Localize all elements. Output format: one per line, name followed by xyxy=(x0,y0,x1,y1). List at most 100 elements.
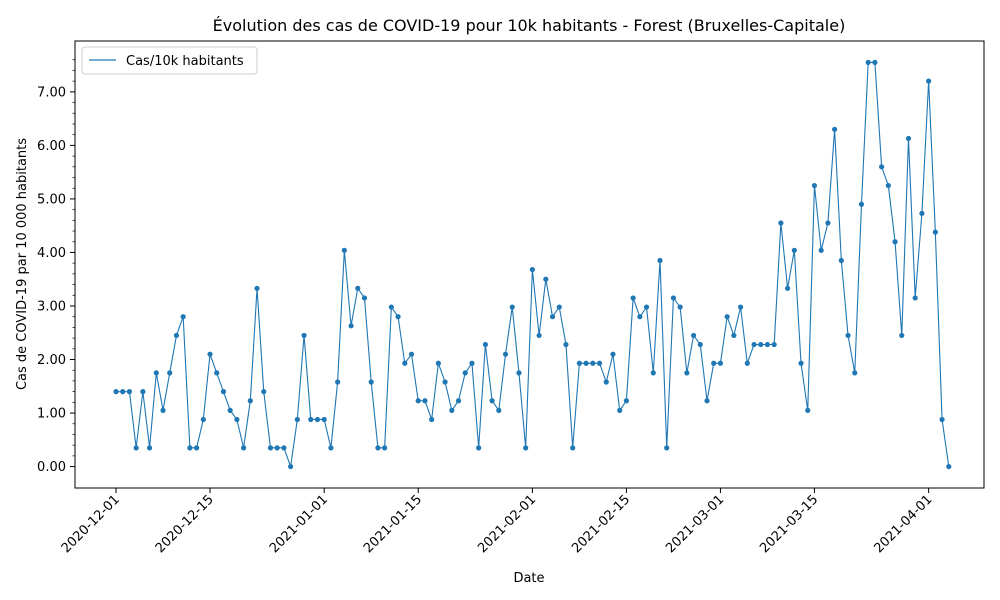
data-point xyxy=(892,239,898,245)
y-axis: 0.00 1.00 2.00 3.00 4.00 5.00 6.00 7.00 xyxy=(37,59,75,475)
data-point xyxy=(361,295,368,301)
plot-area xyxy=(74,40,985,489)
x-tick-label: 2020-12-15 xyxy=(153,492,217,556)
data-point xyxy=(422,398,428,404)
data-point xyxy=(785,285,791,291)
data-point xyxy=(657,257,663,264)
data-point xyxy=(126,389,133,395)
data-point xyxy=(523,445,529,451)
data-point xyxy=(200,416,206,423)
y-tick-label: 2.00 xyxy=(37,353,66,368)
data-point xyxy=(476,445,482,451)
data-point xyxy=(610,351,616,357)
x-tick-label: 2021-04-01 xyxy=(871,492,935,556)
data-point xyxy=(549,314,556,320)
legend-label: Cas/10k habitants xyxy=(126,54,244,69)
y-tick-label: 1.00 xyxy=(37,407,66,422)
y-tick-label: 3.00 xyxy=(37,299,66,314)
data-point xyxy=(120,389,126,395)
data-point xyxy=(637,314,643,320)
y-tick-label: 5.00 xyxy=(37,192,66,207)
data-point xyxy=(596,360,603,366)
data-point xyxy=(717,360,724,366)
data-point xyxy=(603,379,609,385)
data-point xyxy=(704,398,710,404)
data-point xyxy=(482,341,488,348)
data-point xyxy=(234,416,240,423)
legend-box xyxy=(81,46,258,75)
data-point xyxy=(798,360,804,366)
x-tick-label: 2021-01-01 xyxy=(267,492,331,556)
data-point xyxy=(254,285,260,291)
data-point xyxy=(140,389,146,395)
data-point xyxy=(764,341,771,348)
data-point xyxy=(751,341,757,348)
data-point xyxy=(402,360,408,366)
data-point xyxy=(328,445,334,451)
data-point xyxy=(697,341,703,348)
data-point xyxy=(852,370,858,376)
data-point xyxy=(274,445,280,451)
data-point xyxy=(583,360,589,366)
data-point xyxy=(408,351,415,357)
data-point xyxy=(778,220,784,226)
data-point xyxy=(382,445,388,451)
data-point xyxy=(462,370,468,376)
data-point xyxy=(643,304,650,310)
data-point xyxy=(455,398,462,404)
data-point xyxy=(737,304,744,310)
data-point xyxy=(489,398,495,404)
data-point xyxy=(449,407,455,413)
x-axis: 2020-12-01 2020-12-15 2021-01-01 2021-01-15… xyxy=(59,488,935,556)
data-point xyxy=(879,164,885,170)
data-point xyxy=(946,463,952,470)
data-point xyxy=(516,370,522,376)
data-point xyxy=(509,304,515,310)
data-point xyxy=(220,389,227,395)
x-axis-label: Date xyxy=(513,571,544,586)
data-point xyxy=(241,445,247,451)
data-point xyxy=(160,407,166,413)
plot-frame xyxy=(74,40,985,489)
data-point xyxy=(731,332,737,339)
data-point xyxy=(805,407,811,413)
data-point xyxy=(261,389,267,395)
data-point xyxy=(308,416,314,423)
data-point xyxy=(375,445,381,451)
data-point xyxy=(153,370,159,376)
data-point xyxy=(791,247,797,253)
data-point xyxy=(684,370,690,376)
data-point xyxy=(690,332,697,339)
data-point xyxy=(496,407,502,413)
data-point xyxy=(281,445,287,451)
data-point xyxy=(193,445,200,451)
data-point xyxy=(563,341,569,348)
data-point xyxy=(113,389,119,395)
data-point xyxy=(247,398,253,404)
data-point xyxy=(919,210,925,216)
data-point xyxy=(415,398,421,404)
y-tick-label: 7.00 xyxy=(37,85,66,100)
data-point xyxy=(469,360,475,366)
data-point xyxy=(321,416,327,423)
series-layer xyxy=(113,59,952,470)
data-point xyxy=(543,276,549,282)
series-line xyxy=(116,61,950,468)
data-point xyxy=(758,341,764,348)
data-point xyxy=(912,295,918,301)
data-point xyxy=(536,332,542,339)
data-point xyxy=(146,445,153,451)
data-point xyxy=(744,360,750,366)
data-point xyxy=(650,370,656,376)
chart-title: Évolution des cas de COVID-19 pour 10k h… xyxy=(213,16,846,35)
data-point xyxy=(348,323,354,329)
data-point xyxy=(388,304,394,310)
data-point xyxy=(167,370,173,376)
legend: Cas/10k habitants xyxy=(81,46,258,75)
data-point xyxy=(865,59,871,66)
data-point xyxy=(429,416,435,423)
data-point xyxy=(838,257,844,264)
data-point xyxy=(630,295,636,301)
data-point xyxy=(133,445,139,451)
